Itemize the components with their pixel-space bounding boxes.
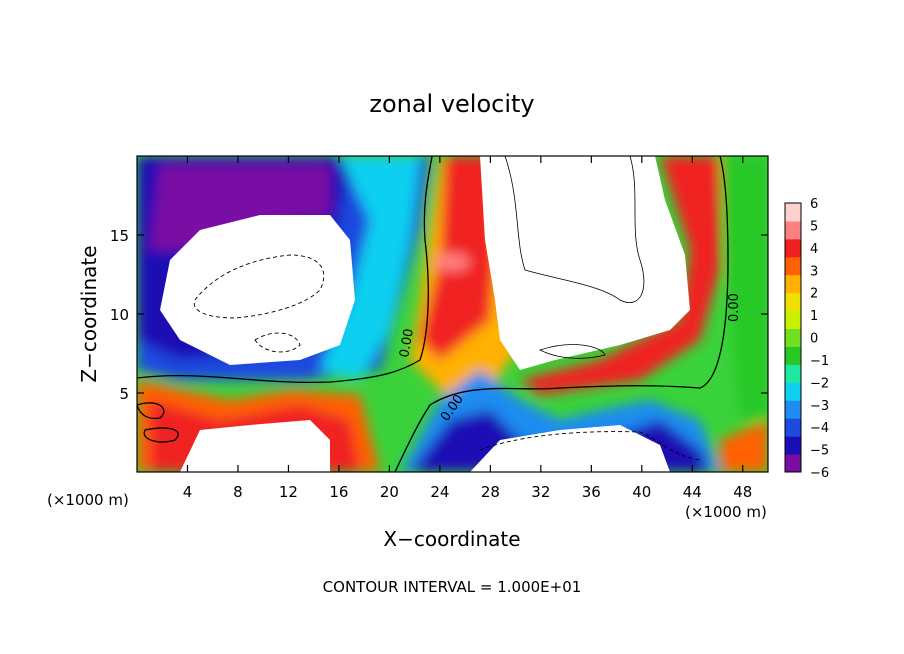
colorbar-swatch <box>785 238 801 258</box>
x-axis-label: X−coordinate <box>383 527 520 551</box>
colorbar-tick-label: −6 <box>810 466 829 481</box>
colorbar-swatch <box>785 292 801 312</box>
heatmap-field <box>137 156 768 472</box>
colorbar-tick-label: 6 <box>810 197 818 212</box>
contour-interval-note: CONTOUR INTERVAL = 1.000E+01 <box>323 578 582 596</box>
colorbar-frame <box>784 202 802 473</box>
x-tick-label: 16 <box>329 483 348 501</box>
x-tick-label: 36 <box>582 483 601 501</box>
colorbar-swatch <box>785 454 801 473</box>
colorbar-tick-label: 4 <box>810 242 818 257</box>
colorbar-tick-label: −5 <box>810 444 829 459</box>
x-tick-label: 20 <box>380 483 399 501</box>
x-tick-label: 32 <box>531 483 550 501</box>
colorbar-tick-label: 0 <box>810 332 818 347</box>
colorbar-tick-label: 2 <box>810 287 818 302</box>
chart-title: zonal velocity <box>369 90 534 118</box>
colorbar-tick-label: 5 <box>810 219 818 234</box>
x-tick-label: 24 <box>430 483 449 501</box>
colorbar-tick-label: −3 <box>810 399 829 414</box>
colorbar-tick-label: −2 <box>810 376 829 391</box>
colorbar-tick-label: −4 <box>810 421 829 436</box>
colorbar-swatch <box>785 328 801 347</box>
y-axis-ticks: 5 10 15 <box>110 227 768 403</box>
y-tick-label: 5 <box>119 385 129 403</box>
x-axis-ticks: 4 8 12 16 20 24 28 32 36 40 44 48 <box>183 156 752 501</box>
colorbar-swatch <box>785 418 801 437</box>
x-tick-label: 48 <box>733 483 752 501</box>
colorbar: 6 5 4 3 2 1 0 −1 −2 −3 −4 −5 −6 <box>784 197 829 481</box>
colorbar-tick-label: 3 <box>810 264 818 279</box>
y-tick-label: 10 <box>110 306 129 324</box>
x-tick-label: 12 <box>279 483 298 501</box>
colorbar-tick-label: 1 <box>810 309 818 324</box>
x-tick-label: 40 <box>632 483 651 501</box>
y-axis-label: Z−coordinate <box>77 245 101 382</box>
x-tick-label: 4 <box>183 483 193 501</box>
colorbar-swatch <box>785 400 801 419</box>
contour-label-0: 0.00 <box>397 328 417 359</box>
colorbar-swatch <box>785 436 801 455</box>
x-tick-label: 28 <box>481 483 500 501</box>
contour-label-2: 0.00 <box>727 293 742 322</box>
colorbar-swatch <box>785 220 801 240</box>
colorbar-swatch <box>785 274 801 294</box>
colorbar-swatch <box>785 364 801 383</box>
x-tick-label: 8 <box>233 483 243 501</box>
x-unit-right: (×1000 m) <box>685 503 767 521</box>
colorbar-swatch <box>785 382 801 401</box>
colorbar-tick-label: −1 <box>810 354 829 369</box>
colorbar-swatch <box>785 256 801 276</box>
x-unit-left: (×1000 m) <box>47 491 129 509</box>
x-tick-label: 44 <box>683 483 702 501</box>
colorbar-swatch <box>785 310 801 330</box>
colorbar-swatch <box>785 203 801 222</box>
colorbar-swatch <box>785 346 801 365</box>
y-tick-label: 15 <box>110 227 129 245</box>
